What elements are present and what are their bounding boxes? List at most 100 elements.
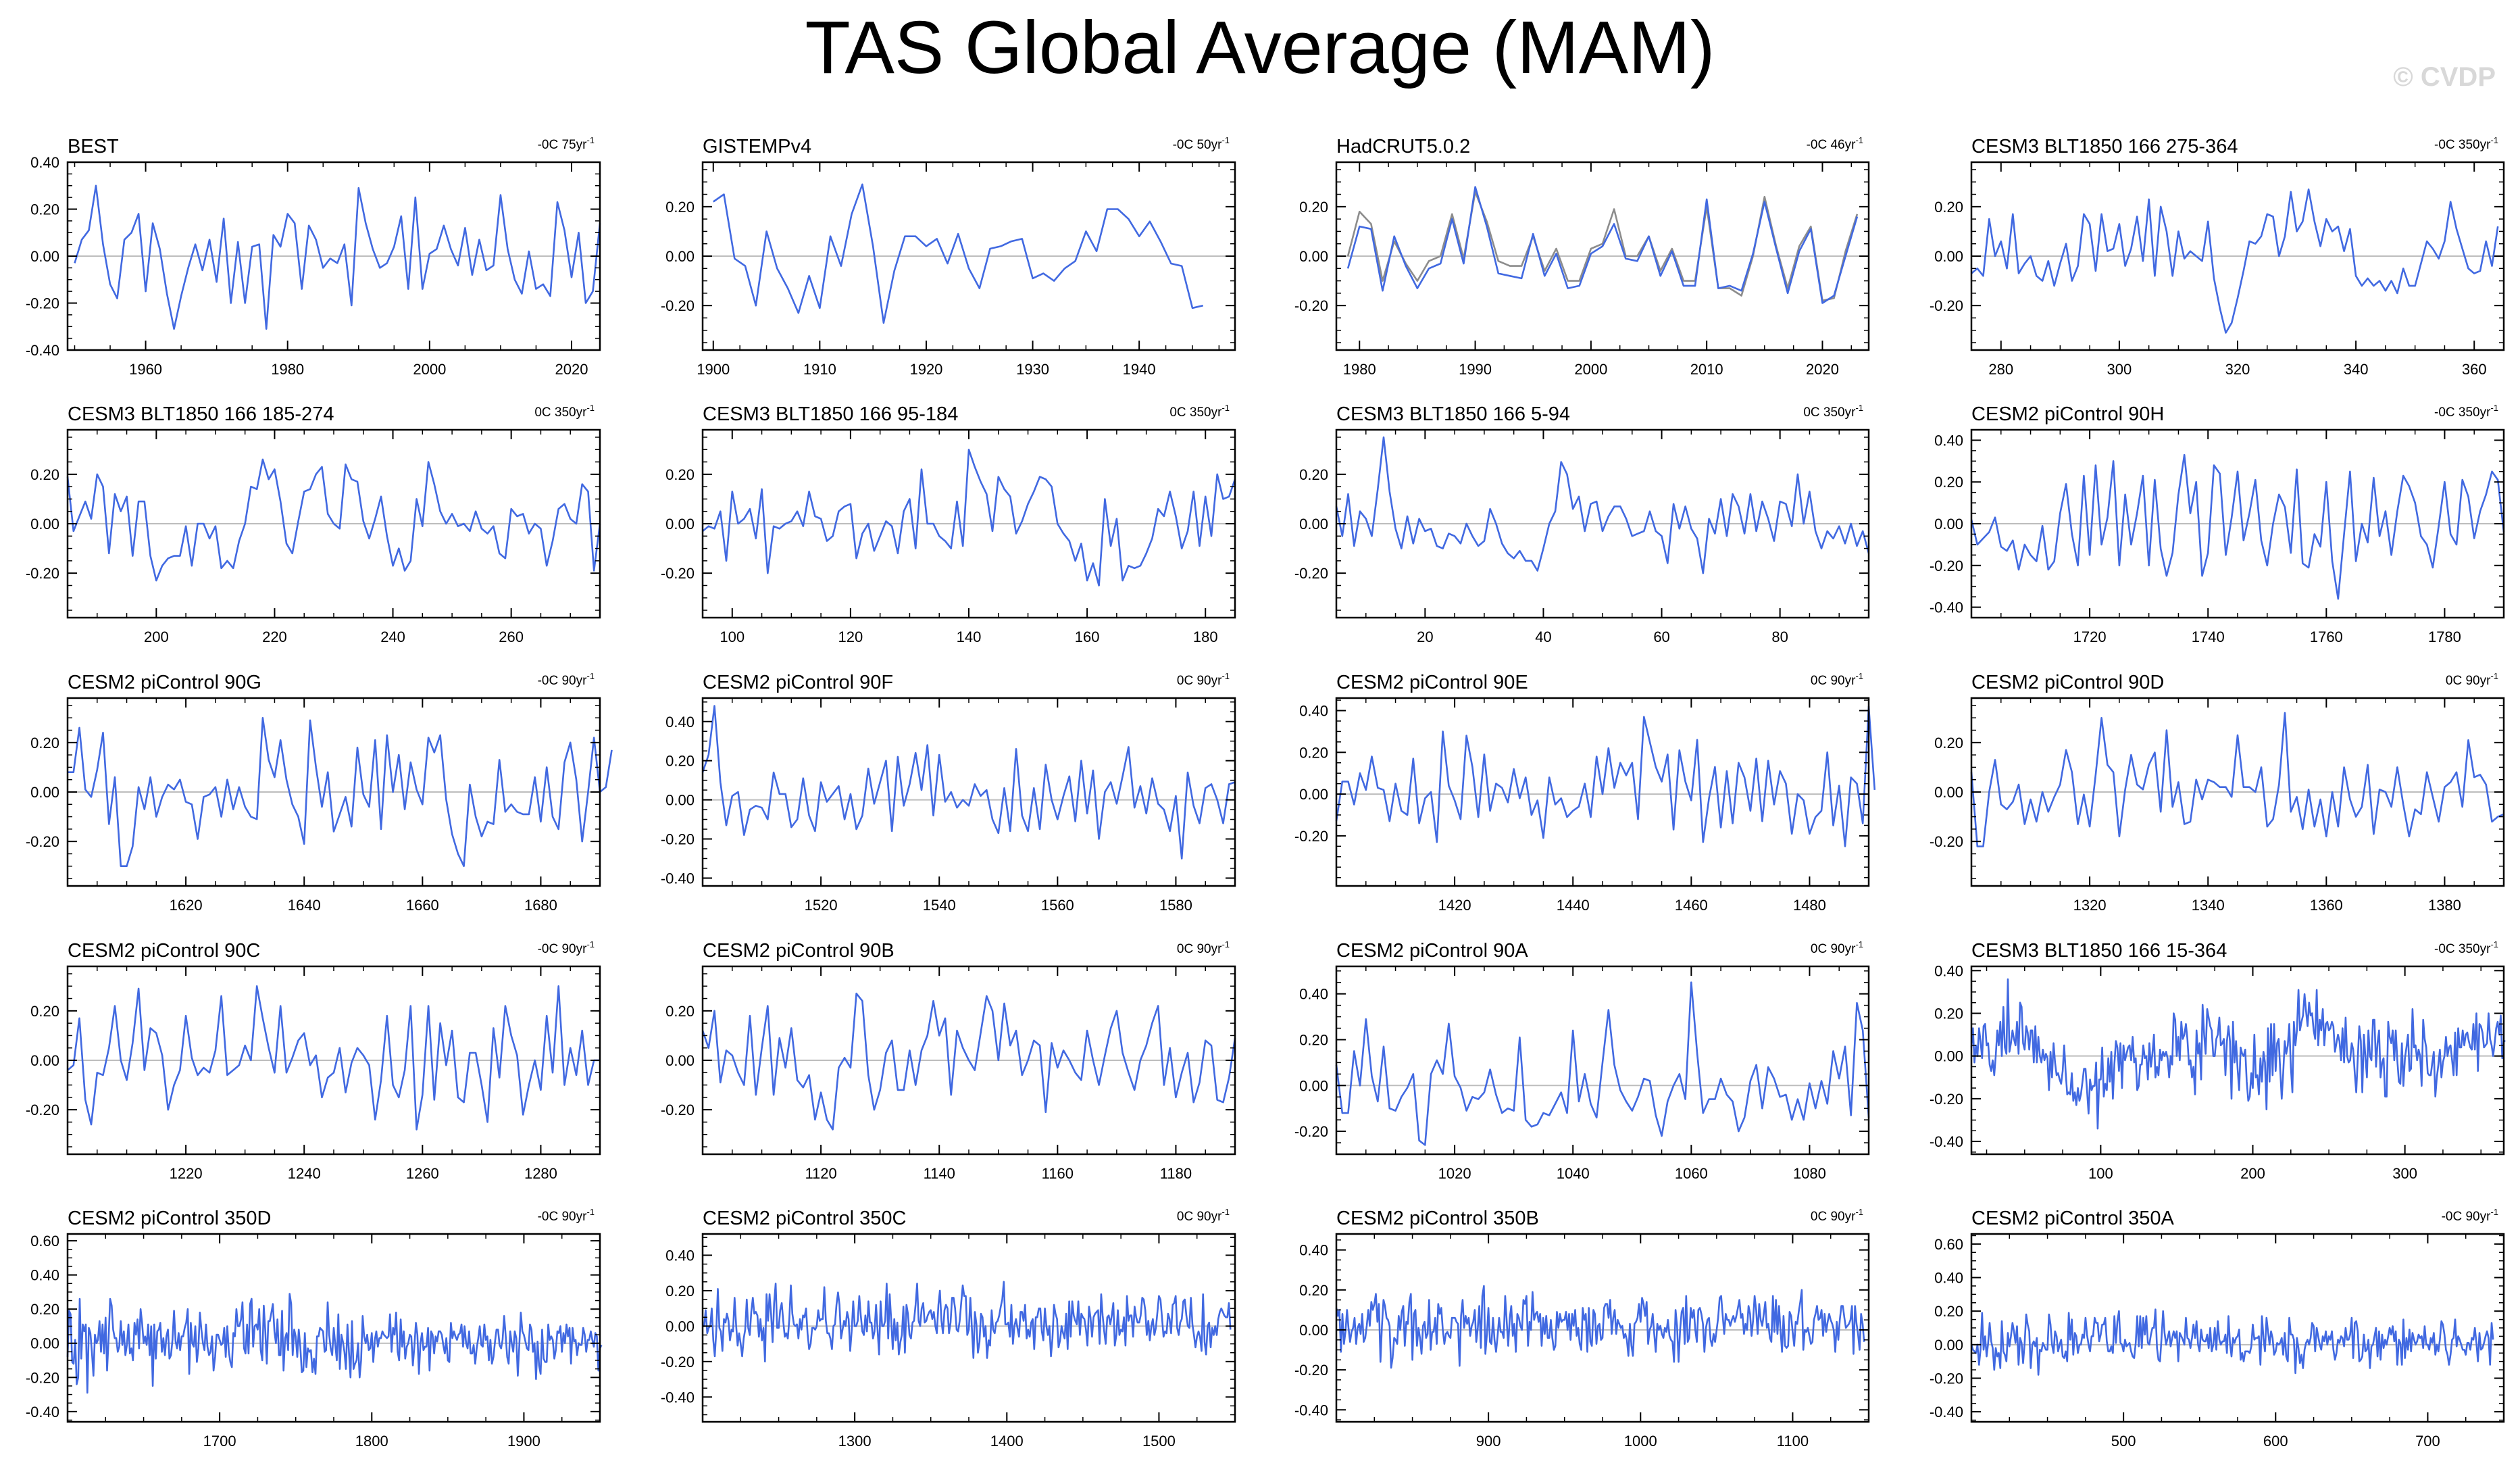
x-tick-label: 900 — [1476, 1433, 1501, 1450]
series-line — [1346, 186, 1859, 304]
x-tick-label: 1120 — [805, 1165, 836, 1182]
x-tick-label: 1260 — [406, 1165, 439, 1182]
x-tick-label: 1740 — [2192, 628, 2225, 645]
y-tick-label: -0.20 — [1294, 828, 1328, 845]
panel-trend-label: 0C 350yr-1 — [534, 403, 595, 420]
y-tick-label: 0.00 — [30, 248, 59, 265]
panel-title: CESM2 piControl 90A — [1336, 940, 1528, 962]
x-tick-label: 1640 — [288, 897, 321, 914]
x-tick-label: 1520 — [805, 897, 838, 914]
panel-trend-label: -0C 350yr-1 — [2434, 939, 2498, 956]
panel-trend-label: 0C 350yr-1 — [1803, 403, 1863, 420]
series-line — [66, 1293, 603, 1394]
chart-panel: CESM3 BLT1850 166 5-94 0C 350yr-1 20 40 60 80… — [1294, 403, 1870, 645]
trend-text: -0C 46yr — [1807, 138, 1857, 152]
x-tick-label: 1800 — [355, 1433, 388, 1450]
trend-text: -0C 90yr — [538, 942, 588, 956]
y-tick-label: -0.40 — [1930, 599, 1963, 616]
panel-trend-label: -0C 350yr-1 — [2434, 135, 2498, 152]
y-tick-label: 0.20 — [665, 1283, 695, 1300]
x-tick-label: 1680 — [524, 897, 557, 914]
series-line — [66, 458, 601, 582]
series-line — [1335, 706, 1876, 847]
y-tick-label: 0.40 — [1934, 1270, 1963, 1287]
y-tick-label: -0.20 — [661, 297, 695, 314]
x-tick-label: 1720 — [2073, 628, 2107, 645]
x-tick-label: 1300 — [838, 1433, 872, 1450]
x-tick-label: 120 — [838, 628, 863, 645]
y-tick-label: 0.00 — [1934, 248, 1963, 265]
figure-title: TAS Global Average (MAM) — [805, 6, 1715, 89]
y-tick-label: -0.20 — [1294, 297, 1328, 314]
x-tick-label: 1580 — [1159, 897, 1192, 914]
y-tick-label: 0.20 — [1934, 474, 1963, 491]
chart-panel: CESM2 piControl 90H -0C 350yr-1 1720 1740 17… — [1930, 403, 2505, 645]
chart-panel: CESM2 piControl 350B 0C 90yr-1 900 1000 1100… — [1294, 1207, 1870, 1450]
y-tick-label: -0.20 — [26, 565, 59, 582]
x-tick-label: 40 — [1535, 628, 1551, 645]
panel-trend-label: -0C 46yr-1 — [1807, 135, 1863, 152]
trend-exponent: -1 — [2490, 671, 2498, 681]
y-tick-label: 0.00 — [665, 248, 695, 265]
trend-exponent: -1 — [586, 135, 595, 145]
x-tick-label: 80 — [1771, 628, 1788, 645]
trend-text: 0C 90yr — [1811, 1210, 1856, 1224]
y-tick-label: 0.20 — [30, 735, 59, 751]
chart-panel: CESM2 piControl 90F 0C 90yr-1 1520 1540 1560… — [661, 671, 1236, 914]
trend-exponent: -1 — [1855, 939, 1863, 949]
y-tick-label: 0.00 — [30, 516, 59, 533]
series-line — [74, 184, 601, 330]
panel-title: CESM3 BLT1850 166 15-364 — [1971, 940, 2227, 962]
y-tick-label: 0.40 — [30, 1267, 59, 1284]
x-tick-label: 1080 — [1793, 1165, 1826, 1182]
x-tick-label: 1180 — [1160, 1165, 1192, 1182]
panel-trend-label: 0C 90yr-1 — [1177, 1207, 1230, 1224]
y-tick-label: 0.20 — [1934, 199, 1963, 216]
y-tick-label: 0.60 — [1934, 1236, 1963, 1253]
y-tick-label: 0.20 — [1299, 466, 1328, 483]
panel-trend-label: -0C 90yr-1 — [2442, 1207, 2498, 1224]
y-tick-label: 0.20 — [1934, 1303, 1963, 1320]
y-tick-label: -0.40 — [26, 342, 59, 359]
y-tick-label: 0.00 — [30, 1335, 59, 1352]
x-tick-label: 2010 — [1690, 361, 1723, 378]
cvdp-credit: © CVDP — [2393, 62, 2496, 92]
series-line — [1970, 453, 2505, 600]
chart-panel: CESM2 piControl 350C 0C 90yr-1 1300 1400 150… — [661, 1207, 1236, 1450]
y-tick-label: 0.00 — [1934, 516, 1963, 533]
series-line — [67, 985, 600, 1131]
y-tick-label: -0.40 — [1294, 1402, 1328, 1418]
y-tick-label: -0.40 — [661, 1389, 695, 1406]
y-tick-label: 0.40 — [1934, 962, 1963, 979]
series-line — [1970, 1308, 2494, 1376]
trend-exponent: -1 — [1221, 403, 1230, 413]
y-tick-label: 0.40 — [1299, 986, 1328, 1003]
y-tick-label: 0.00 — [1934, 1337, 1963, 1354]
y-tick-label: 0.20 — [30, 1003, 59, 1020]
panel-title: CESM3 BLT1850 166 95-184 — [703, 403, 958, 425]
x-tick-label: 1980 — [271, 361, 304, 378]
y-tick-label: -0.20 — [661, 1102, 695, 1118]
panel-title: CESM2 piControl 90H — [1971, 403, 2164, 425]
panel-trend-label: 0C 90yr-1 — [1811, 939, 1863, 956]
x-tick-label: 220 — [262, 628, 287, 645]
x-tick-label: 280 — [1988, 361, 2013, 378]
trend-text: -0C 90yr — [538, 674, 588, 688]
x-tick-label: 1040 — [1557, 1165, 1590, 1182]
trend-exponent: -1 — [1855, 403, 1863, 413]
y-tick-label: 0.00 — [665, 792, 695, 809]
y-tick-label: -0.20 — [1294, 565, 1328, 582]
x-tick-label: 60 — [1653, 628, 1669, 645]
chart-panel: GISTEMPv4 -0C 50yr-1 1900 1910 1920 1930 1940 -… — [661, 135, 1236, 378]
x-tick-label: 1900 — [507, 1433, 540, 1450]
y-tick-label: 0.00 — [1934, 1048, 1963, 1065]
series-line — [1971, 188, 2499, 334]
y-tick-label: 0.20 — [665, 1003, 695, 1020]
x-tick-label: 140 — [957, 628, 982, 645]
panel-trend-label: -0C 90yr-1 — [538, 939, 595, 956]
panel-trend-label: -0C 50yr-1 — [1173, 135, 1230, 152]
trend-exponent: -1 — [1221, 135, 1230, 145]
chart-panel: CESM2 piControl 350A -0C 90yr-1 500 600 700 -… — [1930, 1207, 2505, 1450]
x-tick-label: 100 — [720, 628, 745, 645]
x-tick-label: 200 — [144, 628, 169, 645]
